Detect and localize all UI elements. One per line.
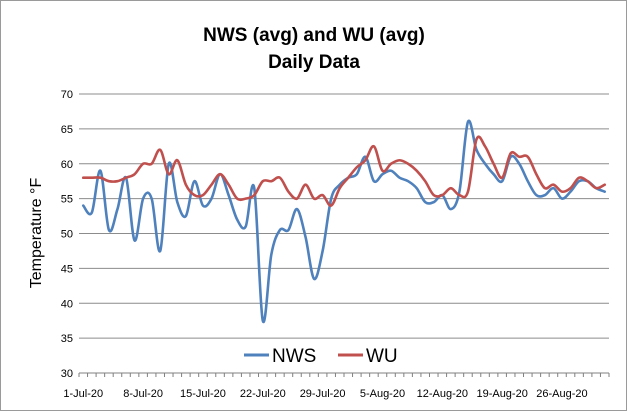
x-tick-label: 1-Jul-20 xyxy=(63,388,103,400)
x-axis-ticks: 1-Jul-20 8-Jul-20 15-Jul-20 22-Jul-20 29-Jul… xyxy=(63,373,610,400)
y-tick-label: 55 xyxy=(61,194,73,206)
chart-title-line-1: NWS (avg) and WU (avg) xyxy=(203,25,425,46)
x-tick-label: 8-Jul-20 xyxy=(123,388,163,400)
x-tick-label: 19-Aug-20 xyxy=(476,388,527,400)
chart-title-line-2: Daily Data xyxy=(268,52,360,73)
x-tick-label: 26-Aug-20 xyxy=(536,388,587,400)
gridlines xyxy=(79,93,609,374)
y-tick-label: 60 xyxy=(61,159,73,171)
y-tick-label: 35 xyxy=(61,333,73,345)
y-tick-label: 65 xyxy=(61,124,73,136)
legend-label-nws: NWS xyxy=(272,346,316,367)
y-axis-ticks: 30 35 40 45 50 55 60 65 70 xyxy=(61,89,73,380)
x-tick-label: 15-Jul-20 xyxy=(180,388,226,400)
x-tick-label: 29-Jul-20 xyxy=(300,388,346,400)
y-tick-label: 45 xyxy=(61,263,73,275)
x-tick-label: 5-Aug-20 xyxy=(360,388,405,400)
legend-label-wu: WU xyxy=(366,346,398,367)
series-line-nws xyxy=(81,119,607,324)
y-axis-label: Temperature °F xyxy=(28,178,45,289)
x-tick-label: 22-Jul-20 xyxy=(240,388,286,400)
legend: NWS WU xyxy=(244,346,398,367)
y-tick-label: 40 xyxy=(61,298,73,310)
y-tick-label: 30 xyxy=(61,368,73,380)
x-tick-label: 12-Aug-20 xyxy=(417,388,468,400)
y-tick-label: 50 xyxy=(61,229,73,241)
series-lines xyxy=(81,119,607,324)
y-tick-label: 70 xyxy=(61,89,73,101)
series-line-wu xyxy=(81,135,607,207)
